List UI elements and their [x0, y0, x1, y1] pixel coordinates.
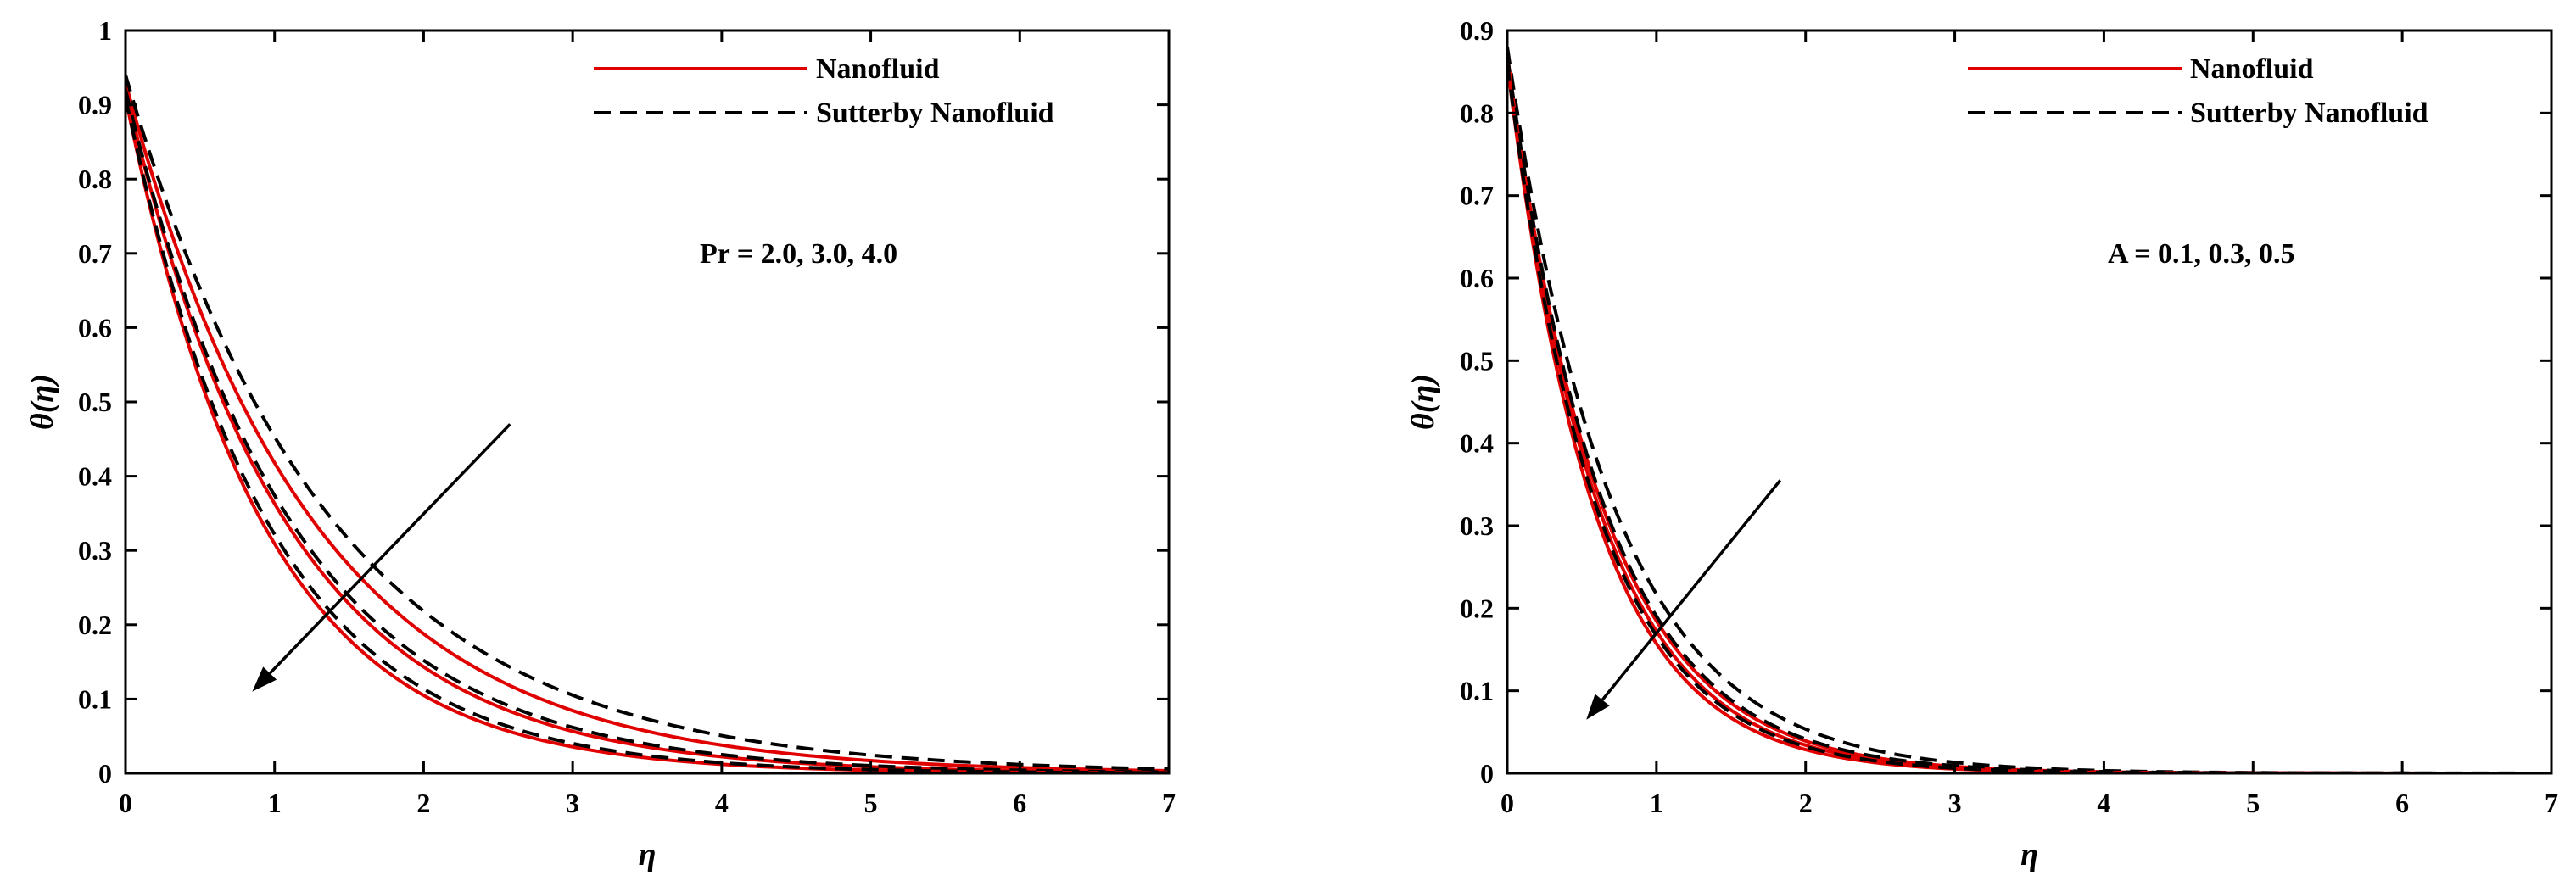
x-axis-label: η [639, 837, 657, 872]
x-axis-label: η [2020, 837, 2038, 872]
y-tick-label: 0.6 [78, 312, 112, 343]
x-tick-label: 6 [1013, 788, 1026, 818]
trend-arrow-head [252, 666, 277, 692]
chart-pr: 0 1 2 3 4 5 6 7 0 0.1 0.2 0.3 0.4 0.5 0.6 0.7 0.8 0.9 1 η θ(… [25, 15, 1176, 872]
x-tick-label: 3 [1948, 788, 1962, 818]
x-tick-label: 4 [715, 788, 729, 818]
x-tick-label: 1 [268, 788, 282, 818]
x-tick-label: 7 [2545, 788, 2558, 818]
series-line-1 [126, 74, 1169, 772]
series-group [126, 74, 1169, 773]
legend-label-sutterby: Sutterby Nanofluid [2190, 98, 2428, 129]
trend-arrow-shaft [1601, 479, 1782, 701]
y-tick-label: 0 [98, 758, 112, 789]
series-line-5 [126, 97, 1169, 773]
x-tick-label: 1 [1650, 788, 1663, 818]
series-line-4 [1507, 63, 2551, 773]
y-tick-label: 0.9 [1460, 15, 1494, 46]
parameter-annotation: A = 0.1, 0.3, 0.5 [2108, 238, 2295, 270]
y-tick-label: 0.4 [1460, 428, 1494, 459]
legend: Nanofluid Sutterby Nanofluid [1968, 53, 2428, 129]
y-tick-label: 0.3 [78, 535, 112, 566]
axes-box [1506, 29, 2553, 775]
trend-arrow-head [1586, 694, 1610, 720]
y-tick-label: 0.8 [78, 164, 112, 194]
legend: Nanofluid Sutterby Nanofluid [594, 53, 1054, 129]
series-line-0 [1507, 54, 2551, 773]
x-tick-label: 0 [1500, 788, 1514, 818]
y-axis-label: θ(η) [1405, 374, 1441, 430]
legend-label-nanofluid: Nanofluid [816, 53, 940, 85]
y-tick-label: 0.7 [78, 238, 112, 269]
x-tick-label: 6 [2395, 788, 2409, 818]
series-line-5 [1507, 63, 2551, 773]
y-tick-label: 0.6 [1460, 263, 1494, 293]
x-tick-label: 2 [1799, 788, 1813, 818]
legend-label-nanofluid: Nanofluid [2190, 53, 2314, 85]
y-tick-label: 0.5 [1460, 345, 1494, 376]
parameter-annotation: Pr = 2.0, 3.0, 4.0 [700, 238, 897, 270]
legend-label-sutterby: Sutterby Nanofluid [816, 98, 1054, 129]
x-tick-label: 7 [1162, 788, 1176, 818]
x-tick-label: 3 [566, 788, 579, 818]
x-tick-label: 5 [2246, 788, 2260, 818]
chart-a: 0 1 2 3 4 5 6 7 0 0.1 0.2 0.3 0.4 0.5 0.6 0.7 0.8 0.9 η θ(η… [1405, 15, 2558, 872]
y-tick-label: 0.3 [1460, 510, 1494, 541]
y-tick-label: 0.4 [78, 461, 112, 492]
y-axis-label: θ(η) [25, 374, 60, 430]
series-line-2 [1507, 54, 2551, 773]
y-tick-label: 0.2 [1460, 593, 1494, 623]
trend-arrow-shaft [268, 423, 511, 675]
x-tick-label: 2 [416, 788, 430, 818]
x-tick-label: 0 [119, 788, 132, 818]
series-line-4 [126, 97, 1169, 773]
y-tick-label: 0.1 [78, 683, 112, 714]
y-tick-label: 0 [1480, 758, 1494, 789]
series-line-0 [126, 81, 1169, 772]
series-line-2 [126, 89, 1169, 773]
y-tick-label: 0.2 [78, 610, 112, 640]
x-tick-label: 5 [864, 788, 878, 818]
series-line-1 [1507, 47, 2551, 773]
series-line-3 [1507, 54, 2551, 773]
y-tick-label: 0.8 [1460, 98, 1494, 128]
y-tick-label: 0.9 [78, 90, 112, 120]
y-tick-label: 1 [98, 15, 112, 46]
series-group [1507, 47, 2551, 773]
y-tick-label: 0.7 [1460, 181, 1494, 211]
x-tick-label: 4 [2097, 788, 2110, 818]
series-line-3 [126, 89, 1169, 773]
y-tick-label: 0.1 [1460, 676, 1494, 706]
y-tick-label: 0.5 [78, 387, 112, 417]
